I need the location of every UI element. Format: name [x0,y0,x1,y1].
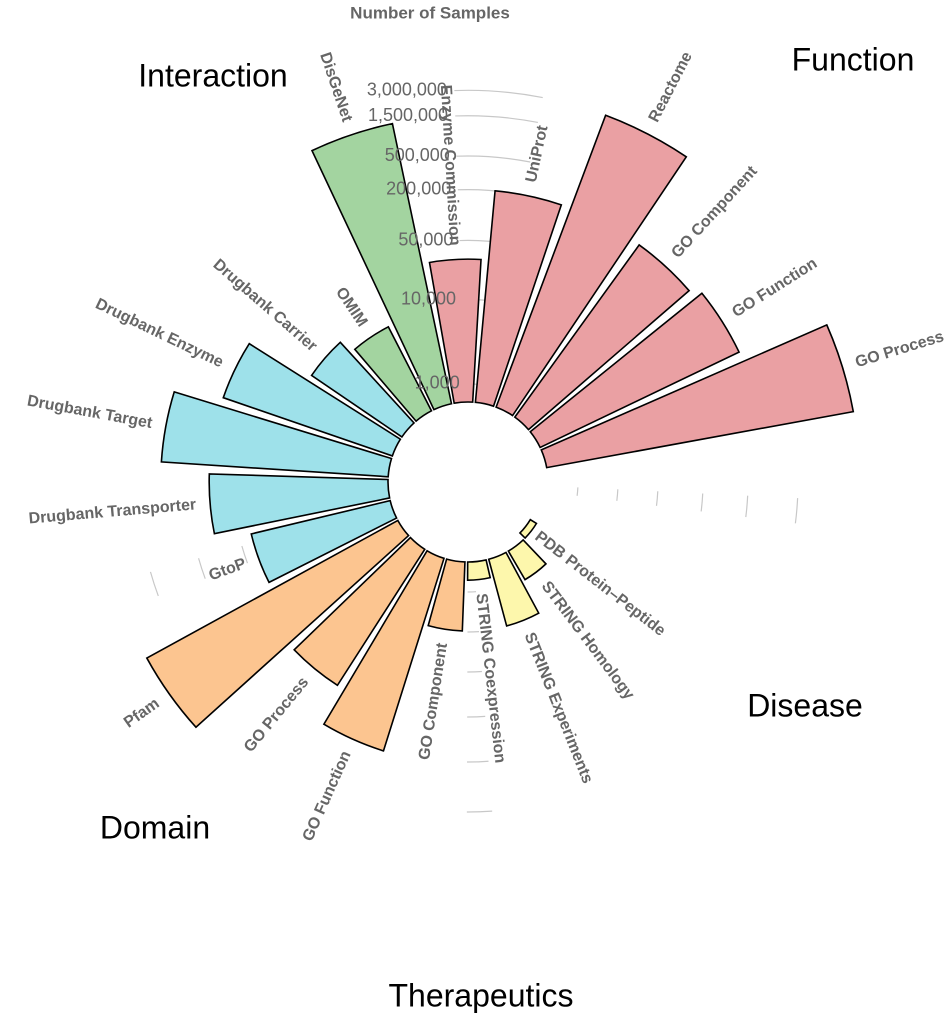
tick-label: 200,000 [386,179,451,199]
bar-label-drugbank-carrier: Drugbank Carrier [210,256,321,355]
bar-label-go-component: GO Component [668,162,761,261]
grid-arc [745,495,749,518]
bar-therapeutics-drugbank-carrier [310,341,416,439]
grid-arc [576,487,579,496]
grid-arc [241,545,249,564]
axis-title: Number of Samples [350,3,510,22]
bar-label-go-function: GO Function [729,255,820,321]
grid-arc [700,493,704,512]
bar-label-uniprot: UniProt [523,123,552,184]
tick-label: 1,000 [415,373,460,393]
bar-function-reactome [495,114,688,417]
group-label-disease: Disease [747,687,863,723]
bar-label-drugbank-target: Drugbank Target [26,392,154,432]
bar-disease-disgenet [310,122,453,411]
tick-label: 1,500,000 [368,105,448,125]
bar-interaction-string-coexpression [466,558,492,581]
bar-label-pfam: Pfam [121,695,163,732]
bar-interaction-pdb-protein-peptide [518,518,538,540]
grid-arc [467,670,482,673]
bar-label-drugbank-enzyme: Drugbank Enzyme [93,295,226,371]
grid-arc [149,571,159,597]
grid-arc [467,760,489,763]
grid-arc [467,715,486,718]
bar-label-drugbank-transporter: Drugbank Transporter [28,496,197,527]
grid-arc [198,558,206,579]
tick-label: 3,000,000 [367,79,447,99]
tick-label: 500,000 [385,145,450,165]
bar-therapeutics-drugbank-enzyme [222,342,402,457]
grid-arc [655,491,659,506]
bar-label-go-process: GO Process [853,328,946,371]
grid-arc [616,489,619,501]
bar-function-go-process [540,323,855,469]
group-label-therapeutics: Therapeutics [389,977,574,1013]
bar-label-go-function: GO Function [300,748,355,843]
tick-labels-layer: 1,000 10,000 50,000 200,000 500,000 1,500,000… [367,79,460,392]
bar-interaction-string-experiments [487,551,540,627]
bar-label-omim: OMIM [332,284,370,330]
grid-arc [456,155,531,163]
bar-domain-pfam [145,519,410,729]
group-label-domain: Domain [100,809,210,845]
bar-function-uniprot [474,189,563,408]
bar-therapeutics-drugbank-transporter [208,473,391,535]
bar-domain-go-process [293,536,426,687]
bar-label-go-process: GO Process [241,674,312,756]
grid-arc [454,89,543,99]
bar-label-go-component: GO Component [416,641,451,761]
bar-function-enzyme-commission [428,258,482,405]
tick-label: 10,000 [401,288,456,308]
bar-domain-go-component [427,558,466,632]
bar-label-string-coexpression: STRING Coexpression [472,593,508,765]
bar-therapeutics-drugbank-target [160,390,393,478]
grid-arc [455,115,539,124]
bar-label-reactome: Reactome [646,49,696,125]
grid-arc [466,810,493,813]
grid-arc [794,498,799,524]
bar-label-string-experiments: STRING Experiments [521,630,596,786]
tick-label: 50,000 [398,229,453,249]
group-labels-layer: Function Disease Therapeutics Domain Interac… [100,41,915,1013]
bar-domain-go-function [322,549,446,752]
bar-function-go-function [529,292,741,449]
group-label-function: Function [792,41,915,77]
bar-label-gtop: GtoP [207,555,249,584]
bars-layer [145,114,855,752]
bar-function-go-component [513,243,691,431]
bar-interaction-string-homology [507,538,548,581]
group-label-interaction: Interaction [138,57,287,93]
bar-label-disgenet: DisGeNet [316,50,355,124]
bar-therapeutics-gtop [250,499,398,584]
bar-disease-omim [353,325,433,423]
